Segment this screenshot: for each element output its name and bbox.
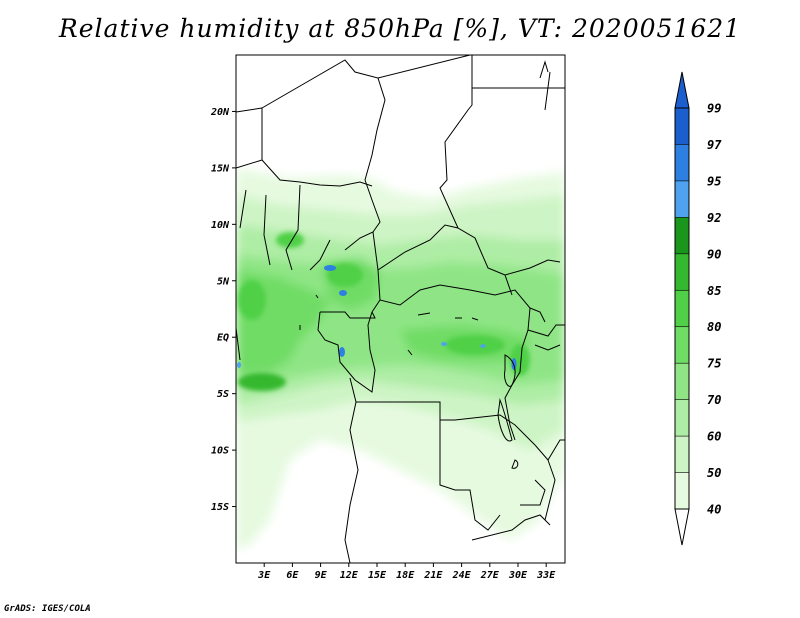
colorbar-legend: 40 50 60 70 75 80 85 90 92 95 97 99 — [674, 71, 722, 546]
lon-tick-label: 3E — [257, 570, 271, 581]
latitude-axis: 20N 15N 10N 5N EQ 5S 10S 15S — [210, 107, 236, 513]
colorbar-label: 99 — [707, 102, 721, 116]
lat-tick-label: 20N — [210, 107, 230, 118]
colorbar-label: 95 — [707, 174, 721, 188]
colorbar-label: 90 — [707, 247, 721, 261]
colorbar-segment — [675, 144, 689, 181]
lat-tick-label: 5S — [217, 389, 229, 400]
lon-tick-label: 30E — [508, 570, 528, 581]
colorbar-segment — [675, 217, 689, 254]
colorbar-label: 75 — [707, 357, 721, 371]
lat-tick-label: 15N — [211, 163, 230, 174]
lon-tick-label: 6E — [286, 570, 299, 581]
lon-tick-label: 24E — [452, 570, 472, 581]
lat-tick-label: 5N — [217, 276, 230, 287]
colorbar-label: 50 — [707, 466, 721, 480]
lon-tick-label: 18E — [396, 570, 415, 581]
lat-tick-label: 10S — [211, 446, 229, 457]
colorbar-label: 60 — [707, 430, 721, 444]
humidity-field — [236, 55, 565, 563]
lon-tick-label: 27E — [480, 570, 500, 581]
lat-tick-label: 10N — [211, 220, 230, 231]
map-frame — [235, 54, 566, 564]
colorbar-segment — [675, 108, 689, 145]
colorbar-label: 70 — [707, 393, 721, 407]
lon-tick-label: 9E — [315, 570, 328, 581]
colorbar-segment — [675, 253, 689, 291]
colorbar-label: 40 — [707, 503, 721, 517]
lon-tick-label: 33E — [536, 570, 556, 581]
colorbar-segment — [675, 472, 689, 509]
colorbar-segment — [675, 180, 689, 218]
colorbar-upper-arrow — [674, 71, 690, 109]
colorbar-segment — [675, 326, 689, 364]
colorbar-segment — [675, 290, 689, 327]
colorbar-segment — [675, 399, 689, 437]
colorbar-segment — [675, 436, 689, 473]
colorbar-label: 97 — [707, 138, 722, 152]
lon-tick-label: 15E — [368, 570, 387, 581]
colorbar-label: 92 — [707, 211, 721, 225]
lon-tick-label: 21E — [423, 570, 443, 581]
country-borders — [236, 55, 565, 563]
lon-tick-label: 12E — [340, 570, 359, 581]
lat-tick-label: 15S — [211, 502, 229, 513]
chart-title: Relative humidity at 850hPa [%], VT: 202… — [58, 14, 742, 43]
colorbar-segment — [675, 363, 689, 400]
grads-credit: GrADS: IGES/COLA — [4, 604, 91, 614]
colorbar-label: 80 — [707, 320, 721, 334]
longitude-axis: 3E 6E 9E 12E 15E 18E 21E 24E 27E 30E 33E — [257, 563, 556, 581]
colorbar-label: 85 — [707, 284, 721, 298]
colorbar-lower-arrow — [674, 508, 690, 546]
lat-tick-label: EQ — [217, 333, 229, 344]
